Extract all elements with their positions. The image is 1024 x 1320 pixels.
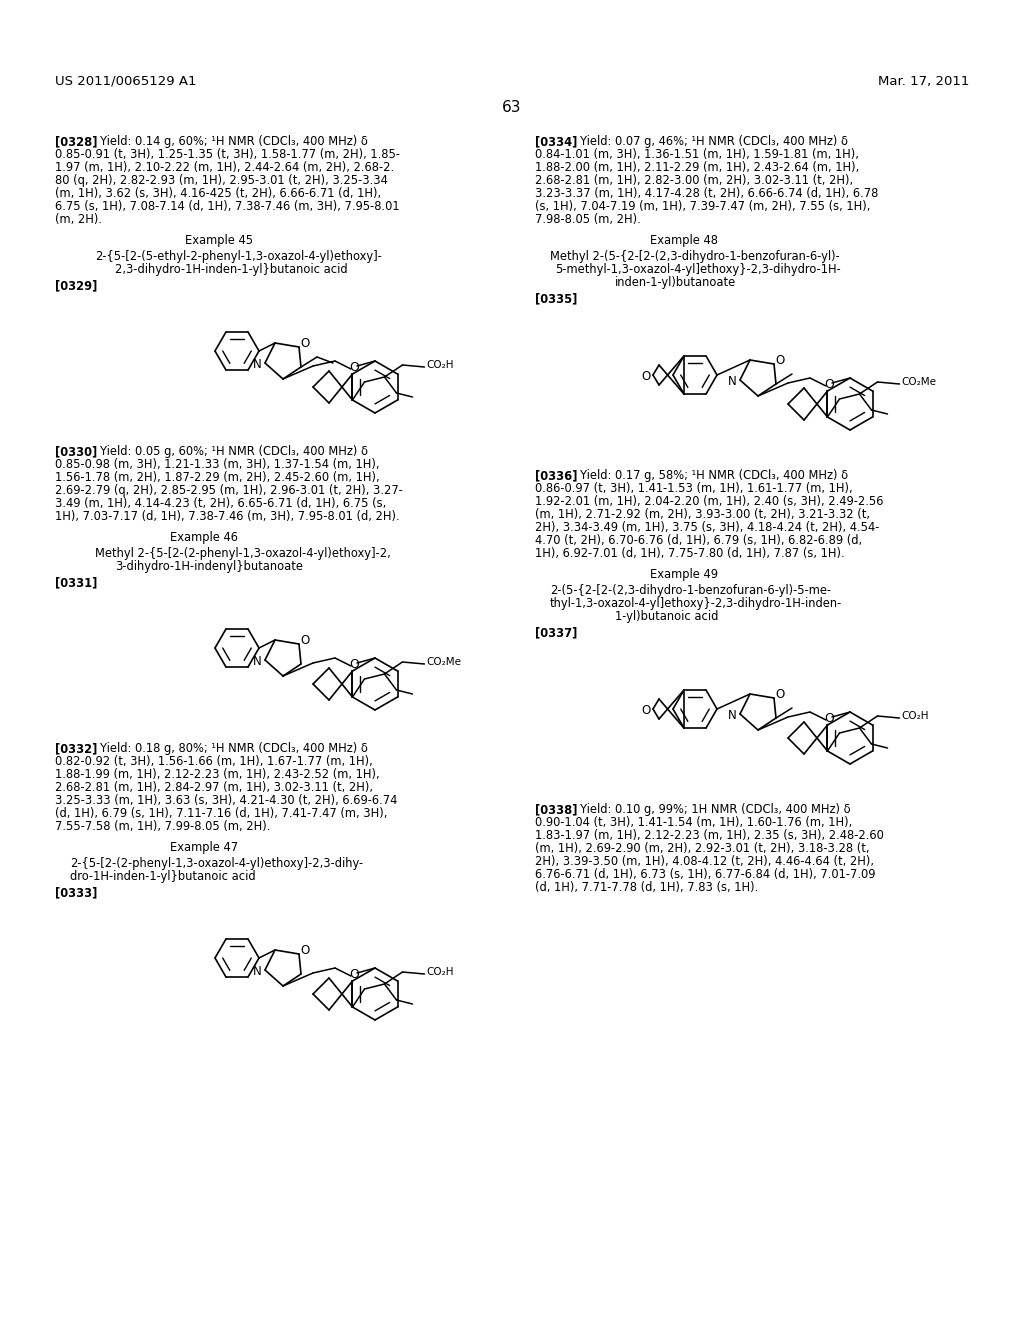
Text: N: N: [728, 375, 736, 388]
Text: 0.85-0.98 (m, 3H), 1.21-1.33 (m, 3H), 1.37-1.54 (m, 1H),: 0.85-0.98 (m, 3H), 1.21-1.33 (m, 3H), 1.…: [55, 458, 380, 471]
Text: N: N: [253, 655, 262, 668]
Text: 0.86-0.97 (t, 3H), 1.41-1.53 (m, 1H), 1.61-1.77 (m, 1H),: 0.86-0.97 (t, 3H), 1.41-1.53 (m, 1H), 1.…: [535, 482, 853, 495]
Text: O: O: [641, 370, 650, 383]
Text: 6.76-6.71 (d, 1H), 6.73 (s, 1H), 6.77-6.84 (d, 1H), 7.01-7.09: 6.76-6.71 (d, 1H), 6.73 (s, 1H), 6.77-6.…: [535, 869, 876, 880]
Text: Methyl 2-{5-[2-(2-phenyl-1,3-oxazol-4-yl)ethoxy]-2,: Methyl 2-{5-[2-(2-phenyl-1,3-oxazol-4-yl…: [95, 546, 391, 560]
Text: 0.90-1.04 (t, 3H), 1.41-1.54 (m, 1H), 1.60-1.76 (m, 1H),: 0.90-1.04 (t, 3H), 1.41-1.54 (m, 1H), 1.…: [535, 816, 852, 829]
Text: 1.92-2.01 (m, 1H), 2.04-2.20 (m, 1H), 2.40 (s, 3H), 2.49-2.56: 1.92-2.01 (m, 1H), 2.04-2.20 (m, 1H), 2.…: [535, 495, 884, 508]
Text: (d, 1H), 6.79 (s, 1H), 7.11-7.16 (d, 1H), 7.41-7.47 (m, 3H),: (d, 1H), 6.79 (s, 1H), 7.11-7.16 (d, 1H)…: [55, 807, 387, 820]
Text: 7.55-7.58 (m, 1H), 7.99-8.05 (m, 2H).: 7.55-7.58 (m, 1H), 7.99-8.05 (m, 2H).: [55, 820, 270, 833]
Text: 2-{5-[2-(2-phenyl-1,3-oxazol-4-yl)ethoxy]-2,3-dihy-: 2-{5-[2-(2-phenyl-1,3-oxazol-4-yl)ethoxy…: [70, 857, 364, 870]
Text: [0336]: [0336]: [535, 469, 578, 482]
Text: O: O: [775, 688, 784, 701]
Text: 3.23-3.37 (m, 1H), 4.17-4.28 (t, 2H), 6.66-6.74 (d, 1H), 6.78: 3.23-3.37 (m, 1H), 4.17-4.28 (t, 2H), 6.…: [535, 187, 879, 201]
Text: [0330]: [0330]: [55, 445, 97, 458]
Text: 2.68-2.81 (m, 1H), 2.84-2.97 (m, 1H), 3.02-3.11 (t, 2H),: 2.68-2.81 (m, 1H), 2.84-2.97 (m, 1H), 3.…: [55, 781, 373, 795]
Text: [0333]: [0333]: [55, 886, 97, 899]
Text: O: O: [300, 337, 309, 350]
Text: Yield: 0.17 g, 58%; ¹H NMR (CDCl₃, 400 MHz) δ: Yield: 0.17 g, 58%; ¹H NMR (CDCl₃, 400 M…: [580, 469, 848, 482]
Text: O: O: [300, 634, 309, 647]
Text: O: O: [775, 354, 784, 367]
Text: Yield: 0.14 g, 60%; ¹H NMR (CDCl₃, 400 MHz) δ: Yield: 0.14 g, 60%; ¹H NMR (CDCl₃, 400 M…: [100, 135, 368, 148]
Text: O: O: [824, 378, 834, 391]
Text: dro-1H-inden-1-yl}butanoic acid: dro-1H-inden-1-yl}butanoic acid: [70, 870, 256, 883]
Text: (m, 2H).: (m, 2H).: [55, 213, 102, 226]
Text: 7.98-8.05 (m, 2H).: 7.98-8.05 (m, 2H).: [535, 213, 641, 226]
Text: 80 (q, 2H), 2.82-2.93 (m, 1H), 2.95-3.01 (t, 2H), 3.25-3.34: 80 (q, 2H), 2.82-2.93 (m, 1H), 2.95-3.01…: [55, 174, 388, 187]
Text: 2.68-2.81 (m, 1H), 2.82-3.00 (m, 2H), 3.02-3.11 (t, 2H),: 2.68-2.81 (m, 1H), 2.82-3.00 (m, 2H), 3.…: [535, 174, 853, 187]
Text: O: O: [824, 711, 834, 725]
Text: (m, 1H), 2.71-2.92 (m, 2H), 3.93-3.00 (t, 2H), 3.21-3.32 (t,: (m, 1H), 2.71-2.92 (m, 2H), 3.93-3.00 (t…: [535, 508, 870, 521]
Text: Example 47: Example 47: [170, 841, 239, 854]
Text: 0.84-1.01 (m, 3H), 1.36-1.51 (m, 1H), 1.59-1.81 (m, 1H),: 0.84-1.01 (m, 3H), 1.36-1.51 (m, 1H), 1.…: [535, 148, 859, 161]
Text: O: O: [349, 360, 358, 374]
Text: 63: 63: [502, 100, 522, 115]
Text: 2H), 3.34-3.49 (m, 1H), 3.75 (s, 3H), 4.18-4.24 (t, 2H), 4.54-: 2H), 3.34-3.49 (m, 1H), 3.75 (s, 3H), 4.…: [535, 521, 880, 535]
Text: US 2011/0065129 A1: US 2011/0065129 A1: [55, 75, 197, 88]
Text: 5-methyl-1,3-oxazol-4-yl]ethoxy}-2,3-dihydro-1H-: 5-methyl-1,3-oxazol-4-yl]ethoxy}-2,3-dih…: [555, 263, 841, 276]
Text: 3-dihydro-1H-indenyl}butanoate: 3-dihydro-1H-indenyl}butanoate: [115, 560, 303, 573]
Text: Example 46: Example 46: [170, 531, 238, 544]
Text: Yield: 0.07 g, 46%; ¹H NMR (CDCl₃, 400 MHz) δ: Yield: 0.07 g, 46%; ¹H NMR (CDCl₃, 400 M…: [580, 135, 848, 148]
Text: N: N: [728, 709, 736, 722]
Text: CO₂Me: CO₂Me: [901, 378, 937, 387]
Text: (m, 1H), 2.69-2.90 (m, 2H), 2.92-3.01 (t, 2H), 3.18-3.28 (t,: (m, 1H), 2.69-2.90 (m, 2H), 2.92-3.01 (t…: [535, 842, 869, 855]
Text: Example 49: Example 49: [650, 568, 718, 581]
Text: Yield: 0.05 g, 60%; ¹H NMR (CDCl₃, 400 MHz) δ: Yield: 0.05 g, 60%; ¹H NMR (CDCl₃, 400 M…: [100, 445, 368, 458]
Text: thyl-1,3-oxazol-4-yl]ethoxy}-2,3-dihydro-1H-inden-: thyl-1,3-oxazol-4-yl]ethoxy}-2,3-dihydro…: [550, 597, 843, 610]
Text: Example 45: Example 45: [185, 234, 253, 247]
Text: Mar. 17, 2011: Mar. 17, 2011: [878, 75, 969, 88]
Text: inden-1-yl)butanoate: inden-1-yl)butanoate: [615, 276, 736, 289]
Text: [0338]: [0338]: [535, 803, 578, 816]
Text: 1-yl)butanoic acid: 1-yl)butanoic acid: [615, 610, 719, 623]
Text: CO₂H: CO₂H: [426, 968, 454, 977]
Text: [0328]: [0328]: [55, 135, 97, 148]
Text: CO₂Me: CO₂Me: [426, 657, 462, 667]
Text: Example 48: Example 48: [650, 234, 718, 247]
Text: O: O: [349, 968, 358, 981]
Text: [0335]: [0335]: [535, 292, 578, 305]
Text: CO₂H: CO₂H: [426, 360, 454, 370]
Text: 3.49 (m, 1H), 4.14-4.23 (t, 2H), 6.65-6.71 (d, 1H), 6.75 (s,: 3.49 (m, 1H), 4.14-4.23 (t, 2H), 6.65-6.…: [55, 498, 386, 510]
Text: 0.85-0.91 (t, 3H), 1.25-1.35 (t, 3H), 1.58-1.77 (m, 2H), 1.85-: 0.85-0.91 (t, 3H), 1.25-1.35 (t, 3H), 1.…: [55, 148, 400, 161]
Text: [0334]: [0334]: [535, 135, 578, 148]
Text: O: O: [349, 657, 358, 671]
Text: 2-{5-[2-(5-ethyl-2-phenyl-1,3-oxazol-4-yl)ethoxy]-: 2-{5-[2-(5-ethyl-2-phenyl-1,3-oxazol-4-y…: [95, 249, 382, 263]
Text: Yield: 0.10 g, 99%; 1H NMR (CDCl₃, 400 MHz) δ: Yield: 0.10 g, 99%; 1H NMR (CDCl₃, 400 M…: [580, 803, 851, 816]
Text: 1.83-1.97 (m, 1H), 2.12-2.23 (m, 1H), 2.35 (s, 3H), 2.48-2.60: 1.83-1.97 (m, 1H), 2.12-2.23 (m, 1H), 2.…: [535, 829, 884, 842]
Text: 1H), 6.92-7.01 (d, 1H), 7.75-7.80 (d, 1H), 7.87 (s, 1H).: 1H), 6.92-7.01 (d, 1H), 7.75-7.80 (d, 1H…: [535, 546, 845, 560]
Text: 3.25-3.33 (m, 1H), 3.63 (s, 3H), 4.21-4.30 (t, 2H), 6.69-6.74: 3.25-3.33 (m, 1H), 3.63 (s, 3H), 4.21-4.…: [55, 795, 397, 807]
Text: 6.75 (s, 1H), 7.08-7.14 (d, 1H), 7.38-7.46 (m, 3H), 7.95-8.01: 6.75 (s, 1H), 7.08-7.14 (d, 1H), 7.38-7.…: [55, 201, 399, 213]
Text: Methyl 2-(5-{2-[2-(2,3-dihydro-1-benzofuran-6-yl)-: Methyl 2-(5-{2-[2-(2,3-dihydro-1-benzofu…: [550, 249, 840, 263]
Text: [0331]: [0331]: [55, 576, 97, 589]
Text: 1.97 (m, 1H), 2.10-2.22 (m, 1H), 2.44-2.64 (m, 2H), 2.68-2.: 1.97 (m, 1H), 2.10-2.22 (m, 1H), 2.44-2.…: [55, 161, 394, 174]
Text: N: N: [253, 965, 262, 978]
Text: [0337]: [0337]: [535, 626, 578, 639]
Text: 2.69-2.79 (q, 2H), 2.85-2.95 (m, 1H), 2.96-3.01 (t, 2H), 3.27-: 2.69-2.79 (q, 2H), 2.85-2.95 (m, 1H), 2.…: [55, 484, 402, 498]
Text: 1.88-1.99 (m, 1H), 2.12-2.23 (m, 1H), 2.43-2.52 (m, 1H),: 1.88-1.99 (m, 1H), 2.12-2.23 (m, 1H), 2.…: [55, 768, 380, 781]
Text: (d, 1H), 7.71-7.78 (d, 1H), 7.83 (s, 1H).: (d, 1H), 7.71-7.78 (d, 1H), 7.83 (s, 1H)…: [535, 880, 758, 894]
Text: N: N: [253, 358, 262, 371]
Text: 2H), 3.39-3.50 (m, 1H), 4.08-4.12 (t, 2H), 4.46-4.64 (t, 2H),: 2H), 3.39-3.50 (m, 1H), 4.08-4.12 (t, 2H…: [535, 855, 874, 869]
Text: 1H), 7.03-7.17 (d, 1H), 7.38-7.46 (m, 3H), 7.95-8.01 (d, 2H).: 1H), 7.03-7.17 (d, 1H), 7.38-7.46 (m, 3H…: [55, 510, 399, 523]
Text: [0329]: [0329]: [55, 279, 97, 292]
Text: 4.70 (t, 2H), 6.70-6.76 (d, 1H), 6.79 (s, 1H), 6.82-6.89 (d,: 4.70 (t, 2H), 6.70-6.76 (d, 1H), 6.79 (s…: [535, 535, 862, 546]
Text: 2-(5-{2-[2-(2,3-dihydro-1-benzofuran-6-yl)-5-me-: 2-(5-{2-[2-(2,3-dihydro-1-benzofuran-6-y…: [550, 583, 831, 597]
Text: CO₂H: CO₂H: [901, 711, 929, 721]
Text: Yield: 0.18 g, 80%; ¹H NMR (CDCl₃, 400 MHz) δ: Yield: 0.18 g, 80%; ¹H NMR (CDCl₃, 400 M…: [100, 742, 368, 755]
Text: (s, 1H), 7.04-7.19 (m, 1H), 7.39-7.47 (m, 2H), 7.55 (s, 1H),: (s, 1H), 7.04-7.19 (m, 1H), 7.39-7.47 (m…: [535, 201, 870, 213]
Text: 2,3-dihydro-1H-inden-1-yl}butanoic acid: 2,3-dihydro-1H-inden-1-yl}butanoic acid: [115, 263, 347, 276]
Text: O: O: [641, 704, 650, 717]
Text: O: O: [300, 944, 309, 957]
Text: 0.82-0.92 (t, 3H), 1.56-1.66 (m, 1H), 1.67-1.77 (m, 1H),: 0.82-0.92 (t, 3H), 1.56-1.66 (m, 1H), 1.…: [55, 755, 373, 768]
Text: [0332]: [0332]: [55, 742, 97, 755]
Text: (m, 1H), 3.62 (s, 3H), 4.16-425 (t, 2H), 6.66-6.71 (d, 1H),: (m, 1H), 3.62 (s, 3H), 4.16-425 (t, 2H),…: [55, 187, 381, 201]
Text: 1.56-1.78 (m, 2H), 1.87-2.29 (m, 2H), 2.45-2.60 (m, 1H),: 1.56-1.78 (m, 2H), 1.87-2.29 (m, 2H), 2.…: [55, 471, 380, 484]
Text: 1.88-2.00 (m, 1H), 2.11-2.29 (m, 1H), 2.43-2.64 (m, 1H),: 1.88-2.00 (m, 1H), 2.11-2.29 (m, 1H), 2.…: [535, 161, 859, 174]
